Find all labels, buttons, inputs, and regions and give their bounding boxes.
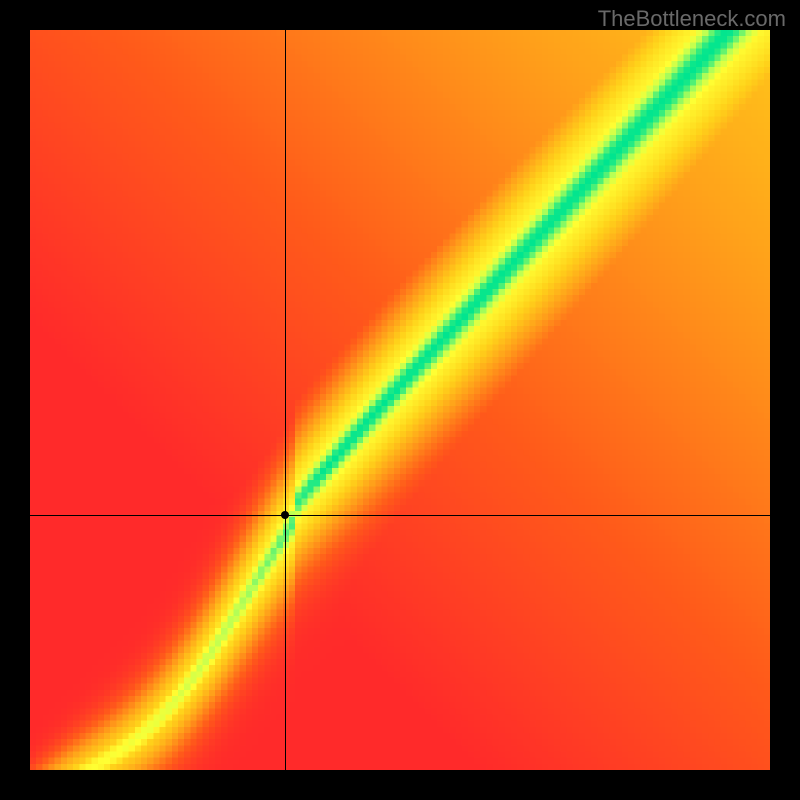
plot-area	[30, 30, 770, 770]
crosshair-vertical	[285, 30, 286, 770]
marker-dot	[281, 511, 289, 519]
crosshair-horizontal	[30, 515, 770, 516]
watermark-text: TheBottleneck.com	[598, 6, 786, 32]
heatmap-canvas	[30, 30, 770, 770]
